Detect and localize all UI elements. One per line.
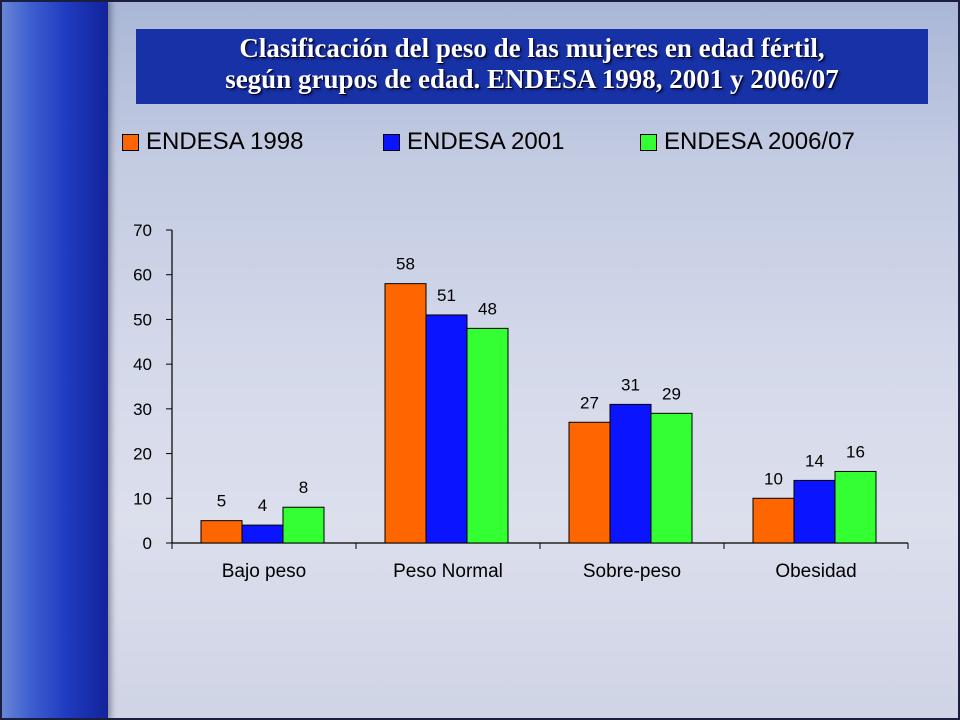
- bar-peso-normal-series-0: [384, 283, 427, 544]
- bar-sobre-peso-series-1: [609, 403, 652, 544]
- bar-sobre-peso-series-2: [650, 412, 693, 544]
- data-label-obesidad-series-0: 10: [764, 469, 783, 488]
- data-label-bajo-peso-series-1: 4: [258, 496, 267, 515]
- data-label-peso-normal-series-2: 48: [478, 299, 497, 318]
- bar-peso-normal-series-1: [425, 314, 468, 544]
- title-line-2: según grupos de edad. ENDESA 1998, 2001 …: [225, 64, 839, 94]
- data-label-obesidad-series-2: 16: [846, 442, 865, 461]
- x-category-label-peso-normal: Peso Normal: [393, 561, 503, 582]
- bar-obesidad-series-0: [752, 497, 795, 544]
- sidebar-decoration: [0, 0, 108, 720]
- bar-obesidad-series-2: [834, 470, 877, 544]
- y-tick-label-70: 70: [133, 221, 152, 240]
- y-tick-label-10: 10: [133, 489, 152, 508]
- legend-swatch-2001: [383, 134, 400, 151]
- data-label-sobre-peso-series-2: 29: [662, 384, 681, 403]
- x-category-label-sobre-peso: Sobre-peso: [583, 561, 681, 582]
- data-label-sobre-peso-series-0: 27: [580, 393, 599, 412]
- data-label-bajo-peso-series-2: 8: [299, 478, 308, 497]
- y-tick-label-40: 40: [133, 355, 152, 374]
- bar-sobre-peso-series-0: [568, 421, 611, 544]
- legend-swatch-1998: [122, 134, 139, 151]
- y-tick-label-0: 0: [143, 534, 152, 553]
- legend-label-1998: ENDESA 1998: [146, 128, 304, 155]
- data-label-peso-normal-series-0: 58: [396, 255, 415, 274]
- bar-peso-normal-series-2: [466, 327, 509, 544]
- title-box: Clasificación del peso de las mujeres en…: [136, 29, 928, 104]
- y-tick-label-60: 60: [133, 266, 152, 285]
- legend-swatch-2006: [640, 134, 657, 151]
- bar-obesidad-series-1: [793, 479, 836, 544]
- legend-label-2006: ENDESA 2006/07: [664, 128, 855, 155]
- chart-legend: ENDESA 1998 ENDESA 2001 ENDESA 2006/07: [122, 126, 932, 158]
- bar-bajo-peso-series-2: [282, 506, 325, 544]
- bar-bajo-peso-series-1: [241, 524, 284, 544]
- x-category-label-obesidad: Obesidad: [775, 561, 856, 582]
- y-tick-label-20: 20: [133, 445, 152, 464]
- legend-label-2001: ENDESA 2001: [407, 128, 565, 155]
- bar-bajo-peso-series-0: [200, 520, 243, 544]
- x-category-label-bajo-peso: Bajo peso: [222, 561, 307, 582]
- data-label-obesidad-series-1: 14: [805, 451, 824, 470]
- y-tick-label-30: 30: [133, 400, 152, 419]
- data-label-sobre-peso-series-1: 31: [621, 375, 640, 394]
- title-line-1: Clasificación del peso de las mujeres en…: [239, 33, 825, 63]
- y-tick-label-50: 50: [133, 310, 152, 329]
- data-label-peso-normal-series-1: 51: [437, 286, 456, 305]
- data-label-bajo-peso-series-0: 5: [217, 492, 226, 511]
